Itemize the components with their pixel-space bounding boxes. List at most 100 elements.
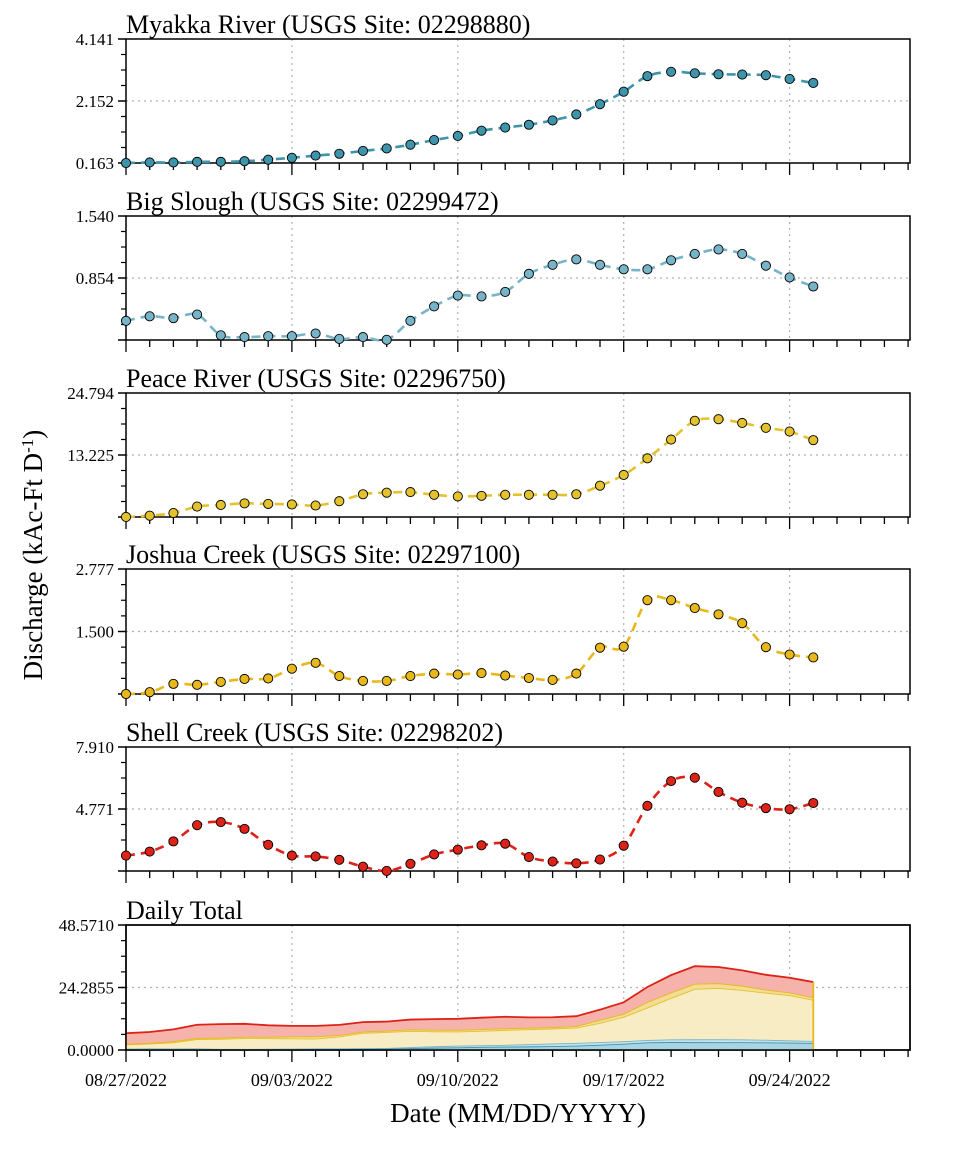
y-tick-label: 13.225 bbox=[67, 446, 114, 465]
x-tick-label: 09/10/2022 bbox=[417, 1070, 499, 1090]
series-line bbox=[125, 70, 814, 165]
data-point bbox=[760, 803, 771, 814]
data-point bbox=[476, 840, 487, 851]
data-point bbox=[357, 145, 369, 156]
panel-title: Big Slough (USGS Site: 02299472) bbox=[126, 187, 499, 216]
data-point bbox=[286, 499, 297, 510]
y-tick-label: 1.500 bbox=[76, 623, 114, 642]
panel-title: Myakka River (USGS Site: 02298880) bbox=[126, 10, 530, 39]
data-point bbox=[737, 417, 748, 429]
data-point bbox=[192, 820, 203, 831]
data-point bbox=[192, 501, 203, 512]
data-point bbox=[334, 670, 345, 682]
data-point bbox=[263, 673, 274, 684]
y-tick-label: 24.2855 bbox=[59, 979, 114, 998]
data-point bbox=[808, 652, 819, 663]
data-point bbox=[452, 491, 463, 502]
data-point bbox=[547, 489, 558, 500]
data-point bbox=[784, 272, 795, 283]
series-line bbox=[125, 417, 814, 519]
stack-area bbox=[126, 1039, 814, 1050]
y-tick-label: 7.910 bbox=[76, 738, 114, 757]
data-point bbox=[784, 649, 795, 660]
data-point bbox=[215, 676, 226, 687]
data-point bbox=[263, 154, 274, 165]
data-point bbox=[808, 797, 819, 809]
data-point bbox=[618, 86, 629, 97]
data-point bbox=[239, 498, 250, 509]
data-point bbox=[429, 489, 440, 500]
data-point bbox=[168, 507, 179, 519]
data-point bbox=[334, 496, 345, 507]
data-point bbox=[310, 851, 321, 862]
data-point bbox=[523, 119, 534, 130]
data-point bbox=[689, 415, 700, 426]
data-point bbox=[808, 435, 819, 446]
data-point bbox=[500, 122, 511, 133]
data-point bbox=[500, 838, 511, 849]
data-point bbox=[215, 499, 226, 511]
data-point bbox=[168, 836, 179, 847]
data-point bbox=[737, 618, 748, 629]
data-point bbox=[429, 849, 440, 860]
x-tick-label: 09/24/2022 bbox=[749, 1070, 831, 1090]
data-point bbox=[784, 426, 795, 437]
data-point bbox=[120, 850, 132, 861]
data-point bbox=[310, 657, 321, 668]
data-point bbox=[571, 254, 582, 265]
data-point bbox=[215, 330, 226, 341]
data-point bbox=[689, 602, 700, 614]
panel-4: 1.500 2.777 Joshua Creek (USGS Site: 02297… bbox=[76, 540, 911, 706]
data-point bbox=[286, 663, 297, 674]
panel-5: 4.771 7.910 Shell Creek (USGS Site: 022982… bbox=[76, 718, 911, 883]
data-point bbox=[168, 157, 179, 168]
data-point bbox=[760, 642, 771, 653]
data-point bbox=[357, 332, 369, 343]
data-point bbox=[476, 125, 487, 136]
panel-title: Peace River (USGS Site: 02296750) bbox=[126, 364, 506, 393]
data-point bbox=[689, 772, 700, 783]
data-point bbox=[381, 143, 392, 154]
y-tick-label: 2.152 bbox=[76, 92, 114, 111]
data-point bbox=[334, 148, 345, 159]
panel-title: Joshua Creek (USGS Site: 02297100) bbox=[126, 540, 520, 569]
data-point bbox=[239, 673, 250, 685]
data-point bbox=[405, 487, 416, 498]
y-tick-label: 24.794 bbox=[67, 384, 114, 403]
data-point bbox=[286, 152, 297, 163]
data-point bbox=[381, 675, 392, 686]
data-point bbox=[713, 786, 724, 797]
data-point bbox=[500, 489, 511, 500]
data-point bbox=[571, 858, 582, 869]
data-point bbox=[642, 264, 653, 275]
data-point bbox=[239, 332, 250, 343]
y-axis-label: Discharge (kAc-Ft D-1) bbox=[18, 430, 49, 681]
data-point bbox=[239, 156, 250, 167]
data-point bbox=[594, 99, 606, 110]
data-point bbox=[500, 670, 511, 681]
data-point bbox=[713, 244, 724, 255]
data-point bbox=[642, 595, 653, 606]
data-point bbox=[547, 674, 558, 686]
data-point bbox=[594, 642, 606, 653]
y-tick-label: 2.777 bbox=[76, 560, 115, 579]
data-point bbox=[405, 315, 416, 326]
data-point bbox=[689, 248, 700, 260]
data-point bbox=[784, 804, 795, 815]
series-line bbox=[125, 595, 814, 696]
data-point bbox=[144, 510, 155, 521]
data-point bbox=[618, 840, 629, 851]
data-point bbox=[168, 313, 179, 324]
data-point bbox=[760, 260, 771, 271]
data-point bbox=[713, 609, 724, 620]
data-point bbox=[618, 469, 629, 481]
data-point bbox=[144, 846, 155, 857]
panel-1: 0.163 2.152 4.141 Myakka River (USGS Site: … bbox=[76, 10, 911, 175]
data-point bbox=[666, 595, 677, 606]
data-point bbox=[263, 839, 274, 850]
data-point bbox=[476, 291, 487, 302]
data-point bbox=[523, 851, 534, 863]
data-point bbox=[571, 489, 582, 500]
data-point bbox=[286, 331, 297, 342]
data-point bbox=[476, 490, 487, 501]
